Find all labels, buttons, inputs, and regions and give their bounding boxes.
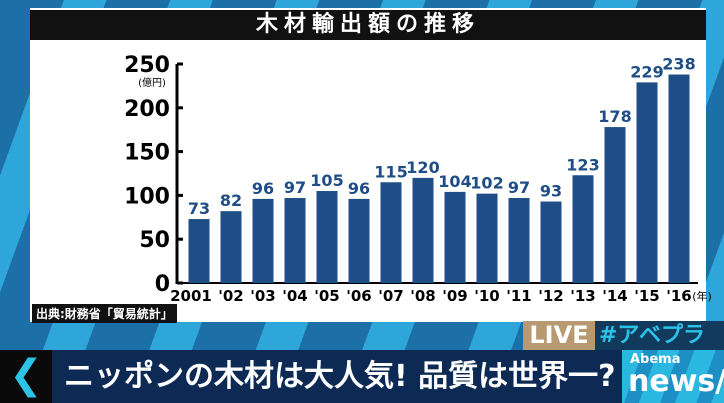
live-badge: LIVE [523,321,595,350]
bar [348,198,370,283]
data-label: 97 [284,178,306,197]
x-tick-label: '16 [666,287,691,305]
x-tick-label: '03 [250,287,275,305]
bar-chart: 0 50 100 150 200 250(億円) 73 2001 82 '02 96 '03 97 '04… [124,53,712,305]
bar [636,82,658,283]
bar [220,211,242,283]
x-tick-label: '10 [474,287,499,305]
y-axis-unit: (億円) [138,76,166,89]
headline: ニッポンの木材は大人気! 品質は世界一? [52,350,622,403]
abema-news-logo: Abema news/ [622,350,724,403]
data-label: 102 [470,174,503,193]
data-label: 123 [566,155,599,174]
bar [380,182,402,283]
bar [604,127,626,284]
bar [572,175,594,283]
bar [252,198,274,283]
y-tick-label: 250 [124,53,170,78]
x-tick-label: '02 [218,287,243,305]
bar [540,201,562,283]
bar [284,198,306,283]
bar [668,74,690,284]
y-tick-label: 100 [124,184,170,209]
data-label: 178 [598,107,631,126]
bar [412,177,434,283]
data-label: 73 [188,199,210,218]
y-tick-label: 0 [155,272,170,297]
bar [508,198,530,283]
y-tick-label: 150 [124,141,170,166]
data-label: 82 [220,191,242,210]
data-label: 93 [540,182,562,201]
chevron-left-icon[interactable]: ❮ [0,350,52,403]
x-tick-label: '14 [602,287,627,305]
bar [444,191,466,283]
x-axis-unit: (年) [692,289,712,303]
chart-title: 木材輸出額の推移 [30,10,706,40]
data-label: 97 [508,178,530,197]
x-tick-label: '09 [442,287,467,305]
data-label: 120 [406,158,439,177]
x-tick-label: '06 [346,287,371,305]
data-label: 115 [374,162,407,181]
bar [316,191,338,283]
bar [476,193,498,283]
data-label: 96 [252,179,274,198]
x-tick-label: '04 [282,287,307,305]
x-tick-label: '15 [634,287,659,305]
bar [188,219,210,283]
data-label: 238 [662,55,695,74]
y-tick-label: 50 [139,228,170,253]
data-label: 104 [438,172,471,191]
data-label: 96 [348,179,370,198]
x-tick-label: '12 [538,287,563,305]
x-tick-label: '11 [506,287,531,305]
data-label: 229 [630,62,663,81]
x-tick-label: '05 [314,287,339,305]
source-caption: 出典:財務省「貿易統計」 [32,304,177,323]
x-tick-label: '07 [378,287,403,305]
x-tick-label: '13 [570,287,595,305]
x-tick-label: 2001 [170,287,212,305]
hashtag-label: #アベプラ [595,321,724,350]
x-tick-label: '08 [410,287,435,305]
y-tick-label: 200 [124,97,170,122]
data-label: 105 [310,171,343,190]
